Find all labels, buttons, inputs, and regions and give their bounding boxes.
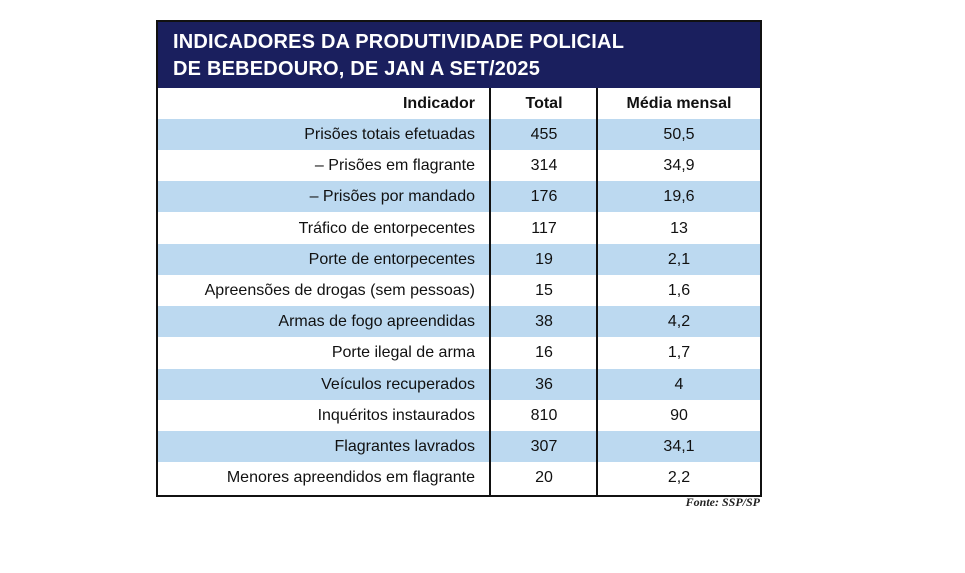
cell-total: 307: [530, 438, 558, 455]
column-header-media-mensal: Média mensal: [626, 95, 732, 112]
table-row: Menores apreendidos em flagrante 20 2,2: [158, 462, 760, 493]
table-row: – Prisões por mandado 176 19,6: [158, 181, 760, 213]
cell-total: 314: [530, 157, 558, 175]
cell-media-mensal: 13: [670, 219, 688, 237]
cell-total: 19: [535, 250, 553, 268]
cell-media-mensal: 4: [674, 375, 684, 393]
column-divider-2: [596, 88, 598, 495]
table-title-line-2: DE BEBEDOURO, DE JAN A SET/2025: [173, 58, 541, 80]
table-row: Porte ilegal de arma 16 1,7: [158, 337, 760, 368]
cell-media-mensal: 4,2: [667, 313, 691, 331]
table-row: Tráfico de entorpecentes 117 13: [158, 213, 760, 244]
table-row: Apreensões de drogas (sem pessoas) 15 1,6: [158, 275, 760, 306]
table-row: Porte de entorpecentes 19 2,1: [158, 243, 760, 275]
cell-total: 176: [530, 188, 558, 206]
cell-indicador: Armas de fogo apreendidas: [278, 313, 475, 331]
cell-media-mensal: 1,6: [667, 282, 691, 299]
cell-total: 117: [531, 219, 557, 237]
cell-indicador: – Prisões em flagrante: [314, 157, 475, 175]
cell-indicador: Menores apreendidos em flagrante: [226, 469, 475, 487]
cell-total: 455: [530, 126, 558, 143]
table-frame: INDICADORES DA PRODUTIVIDADE POLICIAL DE…: [156, 20, 762, 497]
cell-indicador: Inquéritos instaurados: [317, 406, 475, 424]
source-note: Fonte: SSP/SP: [685, 495, 760, 509]
cell-indicador: Tráfico de entorpecentes: [298, 219, 475, 237]
cell-total: 20: [535, 469, 553, 487]
table-title-line-1: INDICADORES DA PRODUTIVIDADE POLICIAL: [173, 31, 625, 53]
table-row: Veículos recuperados 36 4: [158, 368, 760, 400]
table-row: – Prisões em flagrante 314 34,9: [158, 150, 760, 181]
cell-media-mensal: 1,7: [667, 344, 691, 362]
cell-indicador: Apreensões de drogas (sem pessoas): [204, 282, 475, 299]
cell-total: 16: [535, 344, 553, 362]
column-header-indicador: Indicador: [402, 95, 475, 112]
table-row: Inquéritos instaurados 810 90: [158, 400, 760, 431]
cell-indicador: Flagrantes lavrados: [334, 438, 475, 455]
table-row: Armas de fogo apreendidas 38 4,2: [158, 306, 760, 338]
cell-indicador: Veículos recuperados: [321, 375, 475, 393]
cell-total: 15: [535, 282, 553, 299]
table-header-banner: INDICADORES DA PRODUTIVIDADE POLICIAL DE…: [158, 22, 760, 88]
cell-total: 36: [535, 375, 553, 393]
cell-media-mensal: 90: [670, 406, 688, 424]
cell-media-mensal: 34,1: [663, 438, 695, 455]
cell-media-mensal: 2,2: [667, 469, 691, 487]
table-column-header-row: Indicador Total Média mensal: [158, 88, 760, 119]
cell-indicador: Porte de entorpecentes: [308, 250, 475, 268]
cell-media-mensal: 34,9: [663, 157, 695, 175]
table-row: Flagrantes lavrados 307 34,1: [158, 431, 760, 462]
cell-indicador: Prisões totais efetuadas: [304, 126, 475, 143]
column-divider-1: [489, 88, 491, 495]
cell-indicador: – Prisões por mandado: [309, 188, 475, 206]
cell-media-mensal: 2,1: [667, 250, 691, 268]
cell-media-mensal: 19,6: [663, 188, 695, 206]
table-row: Prisões totais efetuadas 455 50,5: [158, 119, 760, 150]
cell-total: 38: [535, 313, 553, 331]
cell-total: 810: [530, 406, 558, 424]
cell-indicador: Porte ilegal de arma: [331, 344, 475, 362]
cell-media-mensal: 50,5: [663, 126, 695, 143]
column-header-total: Total: [525, 95, 563, 112]
